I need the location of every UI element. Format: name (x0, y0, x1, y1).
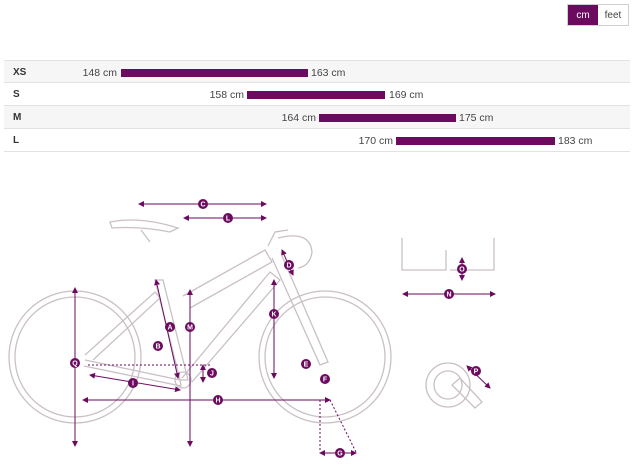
marker-f: F (320, 374, 330, 384)
marker-k-label: K (271, 312, 276, 319)
marker-b-label: B (155, 344, 160, 351)
range-max: 183 cm (558, 135, 593, 147)
marker-j-label: J (210, 371, 214, 378)
marker-a: A (165, 322, 175, 332)
bike-frame (8, 219, 495, 424)
marker-i: I (128, 378, 138, 388)
marker-g-label: G (337, 451, 343, 458)
range-max: 175 cm (459, 112, 494, 124)
size-row-m: M 164 cm 175 cm (4, 106, 630, 129)
marker-q-label: Q (72, 361, 78, 368)
marker-a-label: A (167, 325, 172, 332)
marker-e: E (301, 359, 311, 369)
dimension-lines (72, 201, 496, 456)
marker-d-label: D (286, 263, 291, 270)
range-min: 148 cm (82, 67, 117, 79)
range-bar (247, 91, 385, 99)
range-max: 163 cm (311, 67, 346, 79)
marker-n: N (444, 289, 454, 299)
marker-o-label: O (459, 267, 465, 274)
geometry-markers: A B C D E F G H I J K L M N O P Q (70, 199, 481, 458)
marker-n-label: N (446, 292, 451, 299)
range-min: 164 cm (281, 112, 316, 124)
marker-p-label: P (474, 369, 479, 376)
marker-e-label: E (304, 362, 309, 369)
unit-cm-button[interactable]: cm (568, 5, 598, 25)
marker-q: Q (70, 358, 80, 368)
marker-m-label: M (187, 325, 193, 332)
size-row-xs: XS 148 cm 163 cm (4, 60, 630, 83)
marker-k: K (269, 309, 279, 319)
size-label: XS (13, 67, 27, 78)
range-bar (319, 114, 456, 122)
size-label: L (13, 135, 20, 146)
unit-feet-button[interactable]: feet (598, 5, 628, 25)
size-label: S (13, 89, 20, 100)
range-min: 158 cm (209, 89, 244, 101)
range-min: 170 cm (358, 135, 393, 147)
range-max: 169 cm (389, 89, 424, 101)
size-row-s: S 158 cm 169 cm (4, 83, 630, 106)
marker-d: D (284, 260, 294, 270)
marker-b: B (153, 341, 163, 351)
marker-f-label: F (323, 377, 328, 384)
unit-toggle: cm feet (567, 4, 629, 26)
marker-m: M (185, 322, 195, 332)
marker-l: L (223, 213, 233, 223)
marker-g: G (335, 448, 345, 458)
marker-h-label: H (215, 398, 220, 405)
marker-p: P (471, 366, 481, 376)
marker-l-label: L (226, 216, 231, 223)
size-range-table: XS 148 cm 163 cm S 158 cm 169 cm M 164 c… (4, 60, 630, 152)
marker-c-label: C (200, 202, 205, 209)
marker-h: H (213, 395, 223, 405)
size-row-l: L 170 cm 183 cm (4, 129, 630, 152)
marker-i-label: I (132, 381, 134, 388)
marker-j: J (207, 368, 217, 378)
marker-o: O (457, 264, 467, 274)
range-bar (396, 137, 555, 145)
bike-geometry-diagram: A B C D E F G H I J K L M N O P Q (8, 199, 496, 458)
marker-c: C (198, 199, 208, 209)
size-label: M (13, 112, 22, 123)
range-bar (121, 69, 308, 77)
